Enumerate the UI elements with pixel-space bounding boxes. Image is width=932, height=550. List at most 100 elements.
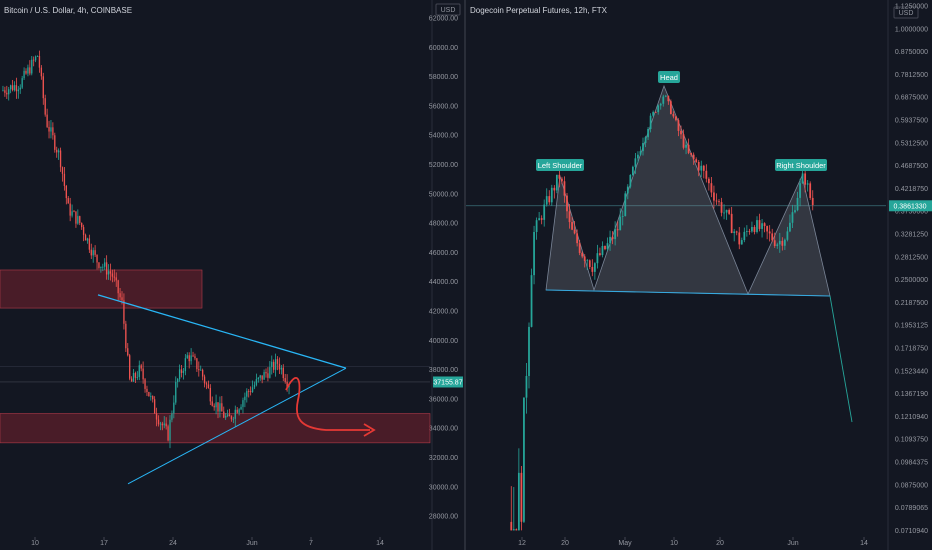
btc-candle — [269, 367, 271, 378]
doge-y-tick: 0.0984375 — [895, 460, 928, 467]
doge-candle — [573, 229, 576, 234]
btc-y-tick: 56000.00 — [429, 103, 458, 110]
btc-candle — [226, 414, 229, 416]
btc-candle — [102, 266, 104, 268]
doge-candle — [591, 266, 594, 272]
btc-x-tick: Jun — [246, 540, 257, 547]
btc-candle — [8, 89, 10, 95]
btc-candle — [9, 85, 12, 90]
btc-candle — [194, 356, 196, 359]
doge-candle — [530, 275, 533, 327]
btc-candle — [96, 254, 98, 263]
doge-candle — [614, 229, 617, 240]
doge-y-tick: 0.2812500 — [895, 254, 928, 261]
btc-upper-trendline — [97, 294, 347, 369]
btc-candle — [138, 365, 140, 377]
doge-chart-pane[interactable]: USD 1.1250000 1.0000000 0.8750000 0.7812500 0… — [466, 0, 932, 550]
btc-candle — [4, 90, 6, 93]
btc-candle — [88, 238, 91, 250]
btc-x-tick: 7 — [309, 540, 313, 547]
doge-candle — [652, 112, 655, 116]
btc-candle — [278, 363, 281, 370]
doge-y-tick: 0.7812500 — [895, 72, 928, 79]
btc-candle — [67, 198, 69, 204]
btc-last-price: 37155.87 — [433, 379, 462, 386]
doge-candle — [766, 226, 769, 232]
btc-candle — [203, 376, 206, 384]
btc-candle — [274, 359, 277, 370]
doge-candle — [763, 223, 766, 227]
btc-price-axis — [432, 0, 464, 550]
btc-candle — [173, 402, 175, 414]
btc-candle — [86, 238, 89, 241]
doge-candle — [510, 521, 513, 531]
btc-candle — [167, 426, 169, 441]
doge-candle — [745, 231, 748, 232]
btc-y-tick: 36000.00 — [429, 396, 458, 403]
btc-x-tick: 14 — [376, 540, 384, 547]
doge-candle — [568, 211, 571, 223]
btc-candle — [230, 416, 233, 420]
doge-candle — [669, 101, 672, 115]
btc-candle — [2, 90, 4, 92]
btc-candle — [286, 381, 288, 387]
btc-candle — [17, 89, 19, 92]
doge-candle — [680, 130, 682, 135]
btc-x-tick: 10 — [31, 540, 39, 547]
btc-candle — [215, 402, 217, 408]
doge-x-tick: 14 — [860, 540, 868, 547]
doge-candle — [771, 233, 774, 241]
btc-x-tick: 17 — [100, 540, 108, 547]
doge-candle — [700, 165, 703, 171]
doge-candle — [548, 196, 551, 203]
btc-candle — [265, 372, 267, 374]
btc-candle — [271, 361, 273, 368]
btc-candle — [184, 358, 187, 372]
btc-candle — [46, 114, 48, 127]
btc-candle — [246, 391, 248, 397]
doge-candle — [621, 216, 624, 217]
btc-candle — [186, 355, 188, 359]
btc-candle — [90, 249, 92, 256]
btc-candle — [240, 406, 242, 410]
btc-candle — [84, 234, 87, 241]
doge-candle — [740, 240, 743, 245]
btc-chart-pane[interactable]: USD 62000.00 60000.00 58000.00 56000.00 54000… — [0, 0, 464, 550]
btc-candle — [144, 379, 146, 389]
doge-price-axis — [888, 0, 932, 550]
doge-candle — [634, 158, 637, 167]
doge-candle — [512, 529, 515, 531]
doge-candle — [586, 260, 589, 262]
doge-candle — [599, 253, 601, 256]
btc-candle — [134, 373, 137, 378]
doge-candle — [624, 193, 627, 217]
doge-candle — [720, 202, 723, 213]
btc-candle — [117, 280, 119, 294]
doge-candle — [639, 151, 642, 155]
doge-candle — [738, 232, 741, 245]
btc-chart[interactable]: USD 62000.00 60000.00 58000.00 56000.00 54000… — [0, 0, 464, 550]
doge-candle — [685, 144, 687, 148]
btc-resistance-zone — [0, 269, 203, 309]
pane-divider[interactable] — [464, 0, 466, 550]
btc-candle — [232, 418, 235, 420]
btc-candle — [109, 271, 112, 274]
doge-head-label-bg — [658, 71, 680, 83]
btc-candle — [92, 250, 94, 256]
doge-y-tick: 0.0710940 — [895, 528, 928, 535]
btc-candle — [50, 127, 52, 132]
doge-currency-box — [893, 6, 919, 19]
btc-candle — [57, 150, 60, 153]
doge-right-shoulder-label: Right Shoulder — [776, 161, 826, 170]
btc-candle — [69, 203, 71, 216]
btc-currency-box — [435, 3, 461, 16]
btc-candle — [129, 355, 131, 379]
btc-candle — [82, 227, 85, 235]
doge-candle — [642, 143, 644, 152]
doge-candle — [733, 231, 736, 234]
doge-candle — [649, 115, 652, 129]
btc-candle — [148, 392, 150, 397]
btc-candle — [77, 216, 79, 224]
btc-candle — [21, 78, 23, 88]
